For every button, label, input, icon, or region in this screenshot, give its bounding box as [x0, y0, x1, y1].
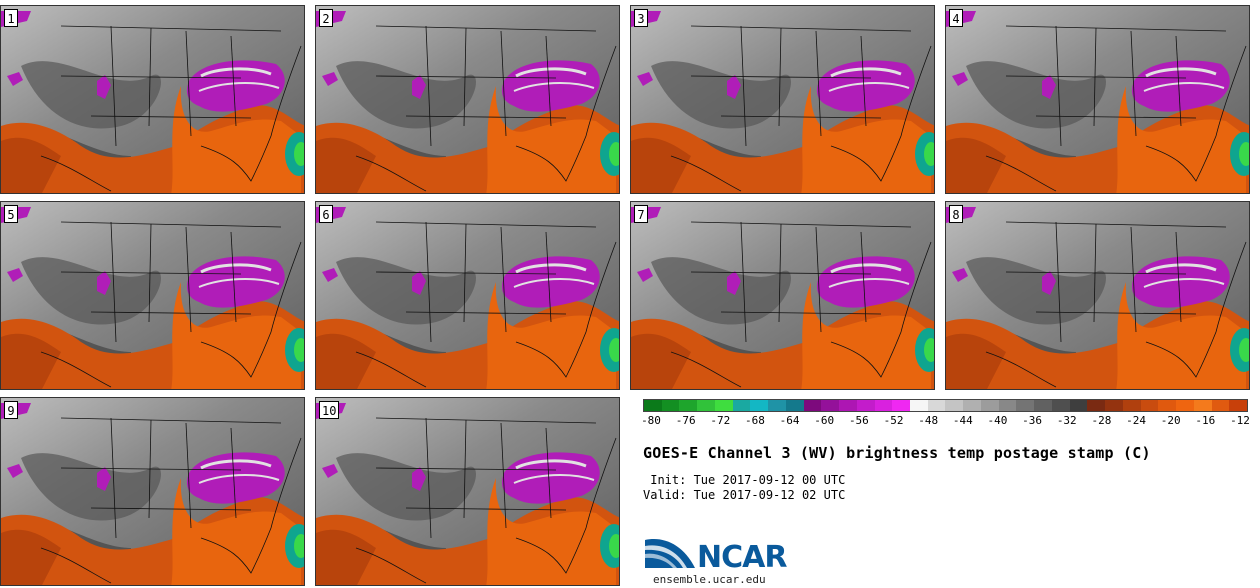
valid-time: Valid: Tue 2017-09-12 02 UTC — [643, 488, 846, 502]
postage-stamp-7: 7 — [630, 201, 935, 390]
color-scale-tick-label: -80 — [641, 414, 661, 427]
panel-number: 4 — [949, 9, 963, 27]
color-scale-cell — [785, 400, 804, 411]
color-scale-tick-label: -28 — [1091, 414, 1112, 427]
satellite-map-4 — [946, 6, 1249, 193]
color-scale-tick-label: -76 — [675, 414, 696, 427]
color-scale-cell — [910, 400, 928, 411]
color-scale-cell — [1140, 400, 1159, 411]
color-scale-cell — [1229, 400, 1247, 411]
color-scale-cell — [1087, 400, 1106, 411]
satellite-map-8 — [946, 202, 1249, 389]
postage-stamp-3: 3 — [630, 5, 935, 194]
color-scale-cell — [980, 400, 999, 411]
color-scale-ticks: -80 -76 -72 -68 -64 -60 -56 -52 -48 -44 -40 -36 -32 -… — [641, 414, 1250, 428]
satellite-map-9 — [1, 398, 304, 585]
satellite-map-1 — [1, 6, 304, 193]
color-scale-cell — [1193, 400, 1212, 411]
color-scale-tick-label: -44 — [952, 414, 973, 427]
color-scale-cell — [803, 400, 822, 411]
color-scale-cell — [1158, 400, 1177, 411]
color-scale-cell — [821, 400, 840, 411]
panel-number: 8 — [949, 205, 963, 223]
color-scale-cell — [856, 400, 875, 411]
color-scale-cell — [1122, 400, 1141, 411]
color-scale-cell — [839, 400, 857, 411]
panel-number: 5 — [4, 205, 18, 223]
color-scale-cell — [1051, 400, 1070, 411]
color-scale-cell — [998, 400, 1017, 411]
color-scale-tick-label: -68 — [745, 414, 765, 427]
color-scale-cell — [1034, 400, 1052, 411]
postage-stamp-6: 6 — [315, 201, 620, 390]
color-scale-cell — [945, 400, 964, 411]
postage-stamp-4: 4 — [945, 5, 1250, 194]
color-scale-tick-label: -36 — [1022, 414, 1043, 427]
product-title: GOES-E Channel 3 (WV) brightness temp po… — [643, 444, 1151, 462]
logo-url: ensemble.ucar.edu — [653, 573, 766, 586]
color-scale-cell — [714, 400, 733, 411]
color-scale-cell — [679, 400, 698, 411]
satellite-map-10 — [316, 398, 619, 585]
color-scale-cell — [1069, 400, 1088, 411]
color-scale-tick-label: -72 — [710, 414, 731, 427]
color-scale-cell — [750, 400, 769, 411]
satellite-map-7 — [631, 202, 934, 389]
color-scale-tick-label: -16 — [1195, 414, 1216, 427]
satellite-map-2 — [316, 6, 619, 193]
color-scale-cell — [768, 400, 786, 411]
color-scale-tick-label: -64 — [779, 414, 800, 427]
color-scale-tick-label: -24 — [1126, 414, 1146, 427]
color-scale-cell — [1016, 400, 1035, 411]
postage-stamp-5: 5 — [0, 201, 305, 390]
satellite-map-6 — [316, 202, 619, 389]
satellite-map-5 — [1, 202, 304, 389]
color-scale-cell — [963, 400, 981, 411]
ncar-logo-text: NCAR — [697, 540, 787, 575]
panel-number: 3 — [634, 9, 648, 27]
color-scale-cell — [661, 400, 680, 411]
color-scale-cell — [644, 400, 662, 411]
postage-stamp-10: 10 — [315, 397, 620, 586]
postage-stamp-2: 2 — [315, 5, 620, 194]
panel-number: 10 — [319, 401, 340, 419]
color-scale-tick-label: -60 — [814, 414, 835, 427]
color-scale-tick-label: -40 — [987, 414, 1008, 427]
color-scale-tick-label: -32 — [1056, 414, 1077, 427]
color-scale-cell — [1176, 400, 1194, 411]
postage-stamp-8: 8 — [945, 201, 1250, 390]
postage-stamp-9: 9 — [0, 397, 305, 586]
color-scale-tick-label: -12 — [1230, 414, 1250, 427]
panel-number: 6 — [319, 205, 333, 223]
panel-number: 1 — [4, 9, 18, 27]
color-scale-tick-label: -20 — [1160, 414, 1181, 427]
postage-stamp-1: 1 — [0, 5, 305, 194]
panel-number: 9 — [4, 401, 18, 419]
color-scale-tick-label: -48 — [918, 414, 939, 427]
color-scale-tick-label: -52 — [883, 414, 904, 427]
color-scale-cell — [892, 400, 911, 411]
satellite-map-3 — [631, 6, 934, 193]
color-scale-cell — [874, 400, 893, 411]
init-time: Init: Tue 2017-09-12 00 UTC — [643, 473, 846, 487]
panel-number: 2 — [319, 9, 333, 27]
color-scale-cell — [1105, 400, 1123, 411]
ncar-logo-icon — [645, 539, 695, 568]
color-scale-cell — [1211, 400, 1230, 411]
color-scale-bar — [643, 399, 1248, 412]
color-scale-cell — [732, 400, 751, 411]
color-scale-cell — [697, 400, 715, 411]
color-scale-tick-label: -56 — [848, 414, 869, 427]
panel-number: 7 — [634, 205, 648, 223]
color-scale-cell — [927, 400, 946, 411]
